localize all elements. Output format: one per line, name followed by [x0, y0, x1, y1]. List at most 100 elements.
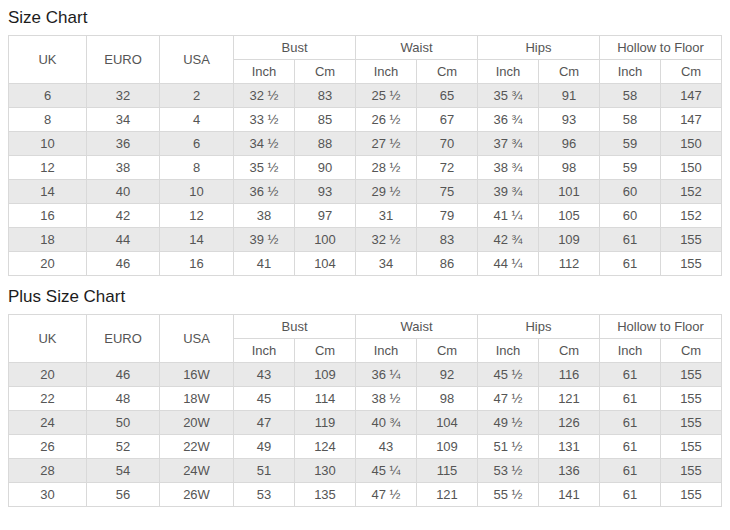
table-cell: 61 [600, 363, 661, 387]
table-cell: 60 [600, 204, 661, 228]
table-cell: 35 ½ [234, 156, 295, 180]
size-chart-title: Size Chart [8, 8, 722, 27]
table-row: 18441439 ½10032 ½8342 ¾10961155 [9, 228, 722, 252]
table-cell: 92 [417, 363, 478, 387]
table-cell: 59 [600, 156, 661, 180]
table-cell: 43 [356, 435, 417, 459]
header-hips-inch: Inch [478, 339, 539, 363]
table-cell: 115 [417, 459, 478, 483]
header-group-hollow-to-floor: Hollow to Floor [600, 36, 722, 60]
size-chart-table: UK EURO USA Bust Waist Hips Hollow to Fl… [8, 35, 722, 276]
header-hips-cm: Cm [539, 339, 600, 363]
table-cell: 12 [160, 204, 234, 228]
table-row: 1642123897317941 ¼10560152 [9, 204, 722, 228]
table-cell: 152 [661, 180, 722, 204]
table-cell: 32 ½ [356, 228, 417, 252]
table-cell: 150 [661, 156, 722, 180]
table-cell: 47 ½ [478, 387, 539, 411]
table-cell: 44 [87, 228, 160, 252]
table-cell: 130 [295, 459, 356, 483]
table-cell: 26W [160, 483, 234, 507]
table-cell: 50 [87, 411, 160, 435]
table-cell: 56 [87, 483, 160, 507]
table-cell: 93 [295, 180, 356, 204]
table-cell: 101 [539, 180, 600, 204]
table-cell: 121 [417, 483, 478, 507]
table-cell: 2 [160, 84, 234, 108]
table-cell: 93 [539, 108, 600, 132]
table-cell: 33 ½ [234, 108, 295, 132]
header-group-hips: Hips [478, 36, 600, 60]
table-cell: 28 [9, 459, 87, 483]
table-cell: 85 [295, 108, 356, 132]
table-row: 14401036 ½9329 ½7539 ¾10160152 [9, 180, 722, 204]
table-cell: 24 [9, 411, 87, 435]
table-cell: 131 [539, 435, 600, 459]
table-cell: 109 [417, 435, 478, 459]
table-cell: 14 [160, 228, 234, 252]
table-cell: 8 [160, 156, 234, 180]
header-bust-inch: Inch [234, 339, 295, 363]
table-cell: 97 [295, 204, 356, 228]
table-cell: 155 [661, 411, 722, 435]
header-euro: EURO [87, 36, 160, 84]
table-cell: 38 [87, 156, 160, 180]
header-euro: EURO [87, 315, 160, 363]
table-cell: 53 [234, 483, 295, 507]
table-cell: 124 [295, 435, 356, 459]
table-cell: 36 ¾ [478, 108, 539, 132]
table-cell: 20W [160, 411, 234, 435]
table-cell: 34 ½ [234, 132, 295, 156]
table-cell: 27 ½ [356, 132, 417, 156]
table-cell: 104 [417, 411, 478, 435]
header-waist-cm: Cm [417, 339, 478, 363]
table-cell: 20 [9, 363, 87, 387]
table-cell: 155 [661, 483, 722, 507]
table-cell: 36 [87, 132, 160, 156]
header-usa: USA [160, 36, 234, 84]
table-cell: 4 [160, 108, 234, 132]
table-cell: 59 [600, 132, 661, 156]
header-hollow-inch: Inch [600, 339, 661, 363]
table-cell: 38 ½ [356, 387, 417, 411]
table-cell: 39 ½ [234, 228, 295, 252]
table-cell: 136 [539, 459, 600, 483]
size-chart-section: Size Chart UK EURO USA Bust Waist Hips H… [8, 8, 722, 276]
table-cell: 49 [234, 435, 295, 459]
table-cell: 155 [661, 363, 722, 387]
table-cell: 86 [417, 252, 478, 276]
table-row: 1238835 ½9028 ½7238 ¾9859150 [9, 156, 722, 180]
table-row: 285424W5113045 ¼11553 ½13661155 [9, 459, 722, 483]
header-waist-cm: Cm [417, 60, 478, 84]
table-cell: 44 ¼ [478, 252, 539, 276]
table-cell: 14 [9, 180, 87, 204]
table-row: 265222W491244310951 ½13161155 [9, 435, 722, 459]
table-cell: 100 [295, 228, 356, 252]
table-cell: 61 [600, 435, 661, 459]
table-cell: 22 [9, 387, 87, 411]
table-cell: 155 [661, 228, 722, 252]
table-cell: 155 [661, 435, 722, 459]
table-cell: 121 [539, 387, 600, 411]
table-cell: 35 ¾ [478, 84, 539, 108]
table-cell: 34 [356, 252, 417, 276]
header-hollow-inch: Inch [600, 60, 661, 84]
table-cell: 114 [295, 387, 356, 411]
table-cell: 98 [417, 387, 478, 411]
table-cell: 26 ½ [356, 108, 417, 132]
table-cell: 49 ½ [478, 411, 539, 435]
table-row: 1036634 ½8827 ½7037 ¾9659150 [9, 132, 722, 156]
table-cell: 37 ¾ [478, 132, 539, 156]
header-waist-inch: Inch [356, 60, 417, 84]
table-cell: 155 [661, 252, 722, 276]
table-cell: 16 [160, 252, 234, 276]
table-cell: 26 [9, 435, 87, 459]
table-cell: 40 [87, 180, 160, 204]
table-cell: 41 ¼ [478, 204, 539, 228]
table-row: 632232 ½8325 ½6535 ¾9158147 [9, 84, 722, 108]
header-group-row: UK EURO USA Bust Waist Hips Hollow to Fl… [9, 315, 722, 339]
table-cell: 38 ¾ [478, 156, 539, 180]
table-cell: 147 [661, 108, 722, 132]
size-chart-header: UK EURO USA Bust Waist Hips Hollow to Fl… [9, 36, 722, 84]
table-cell: 58 [600, 108, 661, 132]
